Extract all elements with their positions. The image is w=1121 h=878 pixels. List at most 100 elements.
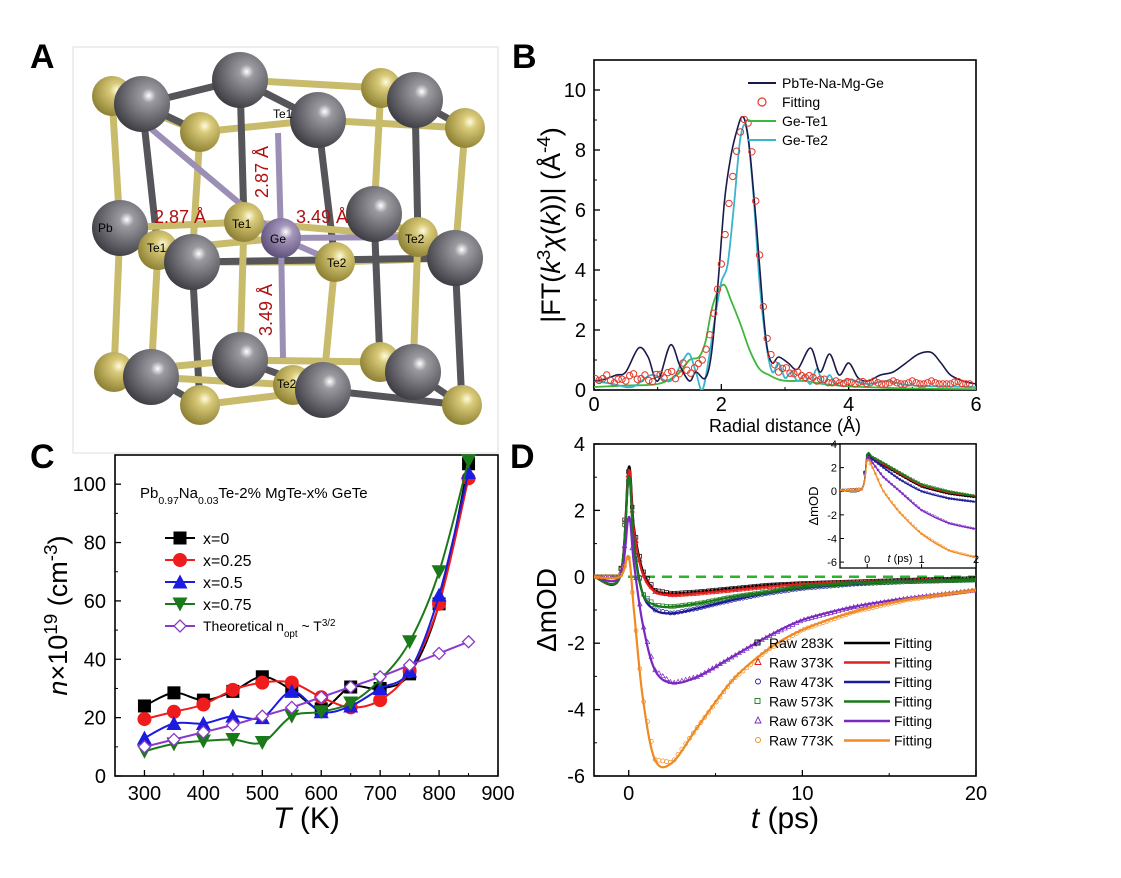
pb-atom [295, 362, 351, 418]
y-axis-label-part: 19 [41, 614, 62, 635]
legend-fit-label: Fitting [894, 674, 932, 690]
legend-label: Theoretical nopt ~ T3/2 [203, 618, 335, 640]
marker-diamond [167, 732, 181, 747]
marker-circle [137, 712, 152, 727]
raw-marker [729, 679, 734, 684]
atom-label-te1-left: Te1 [147, 241, 167, 255]
x-tick-label: 700 [363, 783, 396, 805]
y-tick-label: -6 [567, 766, 585, 788]
marker-circle [373, 693, 388, 708]
fitting-marker [652, 370, 661, 379]
fitting-marker [767, 350, 775, 359]
chart-title-part: Na [179, 485, 199, 502]
legend-label-part: 3/2 [322, 618, 336, 629]
fitting-marker [889, 377, 897, 385]
fitting-marker [698, 356, 706, 364]
x-axis-label-part: t [751, 802, 761, 835]
te-atom [445, 108, 485, 148]
y-axis-label-part: ) [536, 127, 566, 136]
legend-raw-marker [755, 737, 761, 743]
fitting-marker [927, 377, 936, 385]
marker-circle [284, 675, 299, 690]
x-tick-label: 20 [965, 783, 987, 805]
inset-raw-marker [882, 475, 885, 479]
fitting-marker [878, 380, 886, 388]
marker-triangle-up [195, 715, 211, 730]
inset-y-tick-label: -4 [827, 533, 837, 545]
fitting-marker [774, 368, 783, 376]
y-tick-label: 80 [84, 533, 106, 555]
y-axis-label: |FT(k3χ(k))| (Å-4) [534, 127, 567, 323]
fitting-marker [748, 148, 756, 156]
marker-triangle-up [166, 715, 182, 730]
fitting-marker [702, 345, 710, 353]
marker-square [137, 699, 151, 713]
fitting-marker [946, 380, 955, 388]
marker-circle [225, 682, 240, 697]
y-axis-label-part: |FT( [536, 274, 566, 323]
legend-label: PbTe-Na-Mg-Ge [782, 75, 884, 91]
fitting-marker [771, 361, 779, 369]
marker-circle [255, 675, 270, 690]
series-line-pbte-na-mg-ge [594, 115, 976, 385]
marker-triangle-down [254, 735, 270, 750]
inset-raw-marker [855, 487, 858, 491]
raw-marker [664, 759, 669, 765]
marker-diamond [284, 700, 299, 715]
legend-fit-label: Fitting [894, 733, 932, 749]
fitting-marker [694, 359, 703, 368]
y-tick-label: 4 [574, 434, 585, 456]
inset-raw-marker [852, 488, 855, 491]
legend-raw-marker [754, 639, 761, 646]
legend-raw-label: Raw 773K [769, 733, 834, 749]
fitting-marker [641, 371, 649, 379]
marker-triangle-up [431, 587, 447, 602]
panel-label-a: A [30, 38, 55, 76]
pb-atom [290, 92, 346, 148]
ge-bond [280, 234, 419, 241]
crystal-structure: Pb Te1 Te1 Ge Te2 Te2 Te1 Te2 2.87 Å 2.8… [72, 46, 499, 454]
fitting-marker [713, 285, 722, 293]
fitting-marker [629, 370, 638, 378]
atom-label-te1-top: Te1 [273, 107, 293, 121]
series-line-ge-te2 [594, 123, 976, 390]
legend-raw-marker [755, 678, 761, 685]
inset-y-tick-label: -6 [827, 557, 837, 569]
y-axis-label-part: χ [536, 234, 566, 252]
y-axis-label-part: k [536, 259, 566, 274]
te-atom [398, 217, 438, 257]
ge-atom [261, 218, 301, 258]
marker-circle [196, 697, 211, 712]
marker-triangle-down [343, 696, 359, 711]
legend-label-part: ~ T [298, 618, 323, 634]
fit-line [594, 476, 976, 608]
raw-marker [656, 757, 662, 763]
fitting-marker [900, 380, 909, 388]
y-tick-label: 40 [84, 649, 106, 671]
marker-triangle-up [172, 574, 188, 589]
chart-title-part: 0.97 [158, 495, 179, 507]
fitting-marker [832, 377, 840, 385]
marker-triangle-down [461, 454, 477, 469]
inset-x-tick-label: 0 [864, 554, 870, 566]
fitting-marker [717, 260, 726, 268]
legend-label: Fitting [782, 94, 820, 110]
fitting-marker [797, 371, 806, 380]
y-tick-label: 6 [575, 200, 586, 222]
fitting-marker [839, 379, 848, 388]
fitting-marker [893, 379, 901, 387]
chart-title-part: Te-2% MgTe-x% GeTe [218, 485, 367, 502]
fitting-marker [721, 230, 729, 239]
fitting-marker [847, 378, 855, 386]
atom-label-ge: Ge [270, 232, 286, 246]
y-axis-label-part: -3 [41, 544, 62, 561]
legend-raw-label: Raw 373K [769, 655, 834, 671]
fitting-marker [709, 309, 718, 317]
legend-fit-label: Fitting [894, 694, 932, 710]
fitting-marker [920, 380, 928, 388]
fitting-marker [851, 380, 859, 388]
x-tick-label: 2 [716, 394, 727, 416]
pb-atom [212, 332, 268, 388]
marker-triangle-down [431, 565, 447, 580]
raw-marker [694, 725, 700, 731]
